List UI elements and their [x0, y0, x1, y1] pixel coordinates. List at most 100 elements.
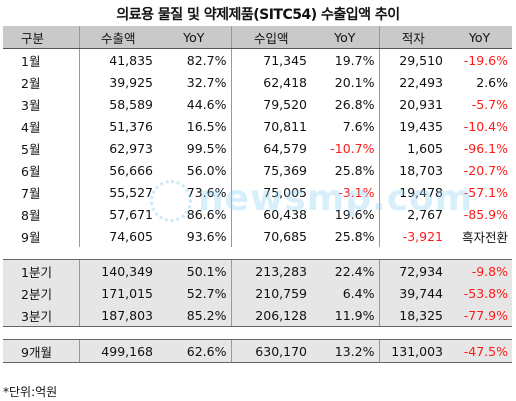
- table-title: 의료용 물질 및 약제제품(SITC54) 수출입액 추이: [116, 7, 400, 23]
- value-cell: 18,325: [378, 304, 447, 327]
- value-cell: -10.4%: [463, 118, 508, 134]
- value-cell: -85.9%: [463, 206, 508, 222]
- value-cell: 50.1%: [157, 259, 231, 282]
- row-label-cell: 7월: [21, 185, 41, 201]
- value-cell: 82.7%: [186, 52, 227, 68]
- value-cell: 79,520: [230, 93, 311, 115]
- value-cell: 39,744: [378, 282, 447, 304]
- value-cell: -3,921: [378, 225, 447, 247]
- value-cell: 62.6%: [157, 339, 231, 363]
- value-cell: 44.6%: [186, 96, 227, 112]
- value-cell: 210,759: [230, 282, 311, 304]
- header-cell: 적자: [378, 26, 447, 49]
- value-cell: 56.0%: [186, 162, 227, 178]
- header-cell: YoY: [447, 26, 512, 49]
- value-cell: -5.7%: [471, 96, 508, 112]
- value-cell: -9.8%: [447, 259, 512, 282]
- table-row: 3월 58,589 44.6% 79,520 26.8% 20,931 -5.7%: [3, 93, 512, 115]
- value-cell: 25.8%: [334, 162, 375, 178]
- spacer-cell: [3, 247, 512, 260]
- row-label-cell: 2월: [21, 75, 41, 91]
- unit-footnote: *단위:억원: [3, 385, 58, 399]
- value-cell: 85.2%: [157, 304, 231, 327]
- value-cell: 93.6%: [186, 228, 227, 244]
- value-cell: -20.7%: [463, 162, 508, 178]
- value-cell: 41,835: [78, 48, 157, 71]
- value-cell: 22.4%: [311, 259, 379, 282]
- table-row: 1월 41,835 82.7% 71,345 19.7% 29,510 -19.6%: [3, 48, 512, 71]
- table-row: 3분기 187,803 85.2% 206,128 11.9% 18,325 -77.9%: [3, 304, 512, 327]
- value-cell: 흑자전환: [461, 229, 508, 245]
- value-cell: 70,811: [230, 115, 311, 137]
- table-row: 8월 57,671 86.6% 60,438 19.6% 2,767 -85.9%: [3, 203, 512, 225]
- value-cell: 56,666: [78, 159, 157, 181]
- value-cell: -3.1%: [338, 184, 375, 200]
- value-cell: 213,283: [230, 259, 311, 282]
- value-cell: 140,349: [78, 259, 157, 282]
- value-cell: 19.7%: [334, 52, 375, 68]
- spacer-cell: [3, 327, 512, 340]
- value-cell: 18,703: [378, 159, 447, 181]
- value-cell: 75,369: [230, 159, 311, 181]
- value-cell: 16.5%: [186, 118, 227, 134]
- value-cell: 29,510: [378, 48, 447, 71]
- value-cell: 74,605: [78, 225, 157, 247]
- header-cell: 수입액: [230, 26, 311, 49]
- trade-table: 구분 수출액 YoY 수입액 YoY 적자 YoY 1월 41,835 82.7% 7…: [3, 26, 512, 363]
- value-cell: 60,438: [230, 203, 311, 225]
- value-cell: 86.6%: [186, 206, 227, 222]
- table-row: 2분기 171,015 52.7% 210,759 6.4% 39,744 -53.8%: [3, 282, 512, 304]
- header-row: 구분 수출액 YoY 수입액 YoY 적자 YoY: [3, 26, 512, 49]
- value-cell: 187,803: [78, 304, 157, 327]
- value-cell: 20,931: [378, 93, 447, 115]
- value-cell: 11.9%: [311, 304, 379, 327]
- value-cell: 99.5%: [186, 140, 227, 156]
- value-cell: 71,345: [230, 48, 311, 71]
- header-cell: YoY: [157, 26, 231, 49]
- value-cell: 171,015: [78, 282, 157, 304]
- value-cell: 22,493: [378, 71, 447, 93]
- table-row: 5월 62,973 99.5% 64,579 -10.7% 1,605 -96.1%: [3, 137, 512, 159]
- row-label-cell: 1월: [21, 53, 41, 69]
- watermark-logo: newsmp.com: [150, 178, 472, 228]
- row-label-cell: 1분기: [3, 259, 79, 282]
- value-cell: 75,005: [230, 181, 311, 203]
- value-cell: 6.4%: [311, 282, 379, 304]
- value-cell: 19,478: [378, 181, 447, 203]
- value-cell: 499,168: [78, 339, 157, 363]
- table-row: 1분기 140,349 50.1% 213,283 22.4% 72,934 -9.8%: [3, 259, 512, 282]
- value-cell: 630,170: [230, 339, 311, 363]
- value-cell: 51,376: [78, 115, 157, 137]
- value-cell: 32.7%: [186, 74, 227, 90]
- value-cell: 25.8%: [334, 228, 375, 244]
- spacer-row: [3, 247, 512, 260]
- value-cell: 39,925: [78, 71, 157, 93]
- table-row: 2월 39,925 32.7% 62,418 20.1% 22,493 2.6%: [3, 71, 512, 93]
- value-cell: -57.1%: [463, 184, 508, 200]
- value-cell: -10.7%: [330, 140, 375, 156]
- row-label-cell: 6월: [21, 163, 41, 179]
- header-cell: 수출액: [78, 26, 157, 49]
- value-cell: 70,685: [230, 225, 311, 247]
- value-cell: 19,435: [378, 115, 447, 137]
- table-row: 4월 51,376 16.5% 70,811 7.6% 19,435 -10.4%: [3, 115, 512, 137]
- value-cell: 131,003: [378, 339, 447, 363]
- value-cell: 73.6%: [186, 184, 227, 200]
- row-label-cell: 5월: [21, 141, 41, 157]
- value-cell: 13.2%: [311, 339, 379, 363]
- table-row: 9월 74,605 93.6% 70,685 25.8% -3,921 흑자전환: [3, 225, 512, 247]
- value-cell: -77.9%: [447, 304, 512, 327]
- value-cell: -96.1%: [463, 140, 508, 156]
- watermark-ring-icon: [150, 180, 192, 222]
- value-cell: 72,934: [378, 259, 447, 282]
- row-label-cell: 8월: [21, 207, 41, 223]
- spacer-row: [3, 327, 512, 340]
- table-row: 7월 55,527 73.6% 75,005 -3.1% 19,478 -57.1%: [3, 181, 512, 203]
- value-cell: 1,605: [378, 137, 447, 159]
- value-cell: 7.6%: [342, 118, 375, 134]
- value-cell: 62,973: [78, 137, 157, 159]
- table-row: 6월 56,666 56.0% 75,369 25.8% 18,703 -20.7%: [3, 159, 512, 181]
- row-label-cell: 9월: [21, 229, 41, 245]
- value-cell: 2.6%: [476, 74, 508, 90]
- value-cell: 2,767: [378, 203, 447, 225]
